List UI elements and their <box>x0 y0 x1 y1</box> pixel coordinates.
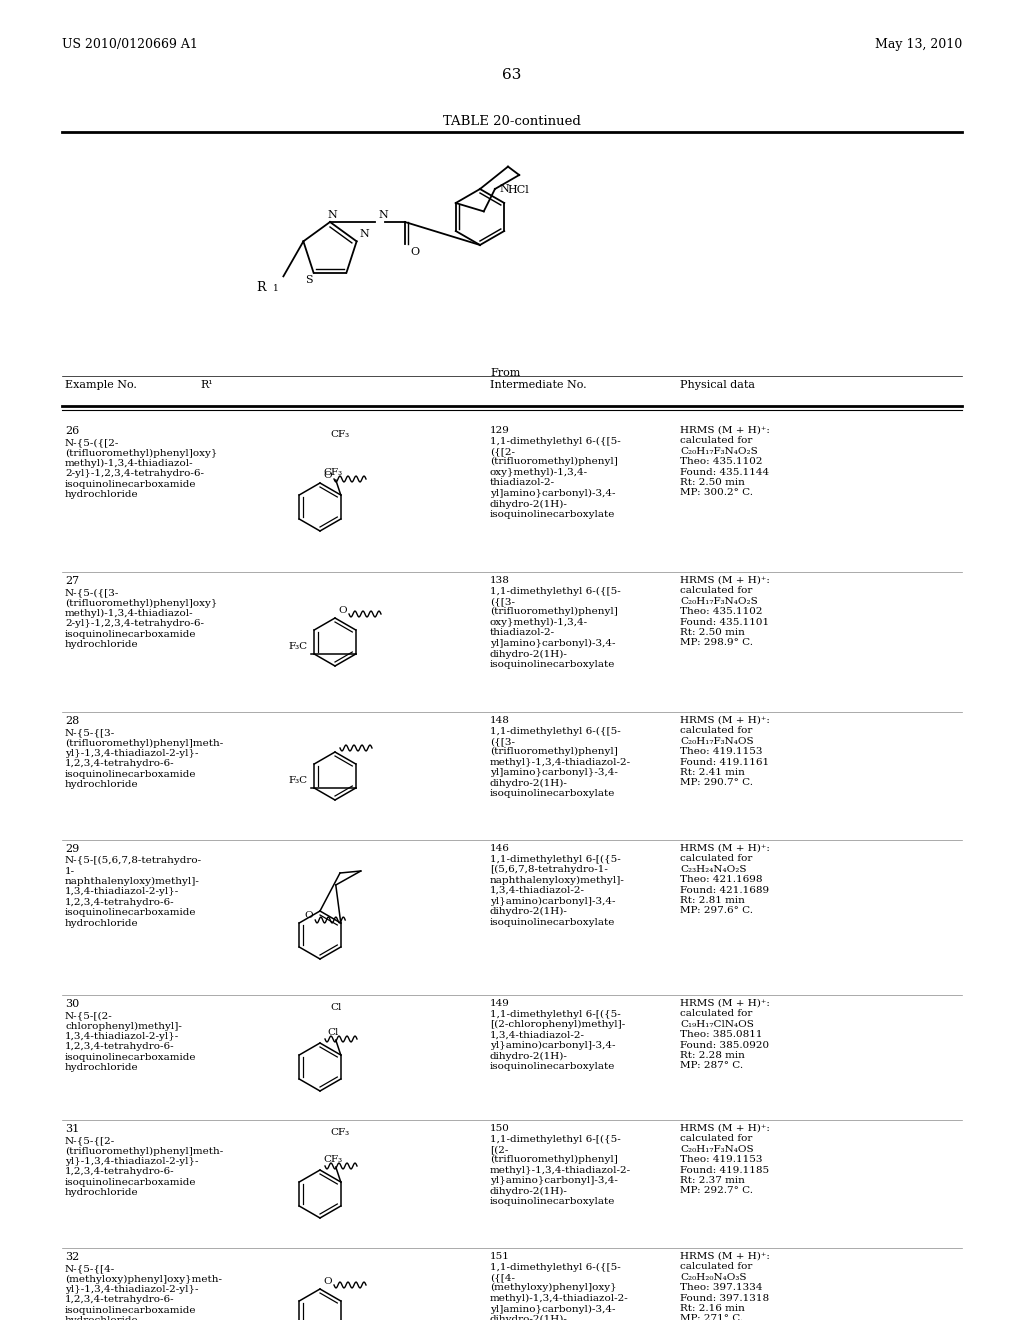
Text: Physical data: Physical data <box>680 380 755 389</box>
Text: CF₃: CF₃ <box>324 469 342 477</box>
Text: S: S <box>305 275 312 285</box>
Text: N-{5-[(5,6,7,8-tetrahydro-
1-
naphthalenyloxy)methyl]-
1,3,4-thiadiazol-2-yl}-
1: N-{5-[(5,6,7,8-tetrahydro- 1- naphthalen… <box>65 855 202 928</box>
Text: CF₃: CF₃ <box>330 430 349 440</box>
Text: N-{5-({[3-
(trifluoromethyl)phenyl]oxy}
methyl)-1,3,4-thiadiazol-
2-yl}-1,2,3,4-: N-{5-({[3- (trifluoromethyl)phenyl]oxy} … <box>65 587 217 649</box>
Text: HRMS (M + H)⁺:
calculated for
C₂₀H₂₀N₄O₃S
Theo: 397.1334
Found: 397.1318
Rt: 2.1: HRMS (M + H)⁺: calculated for C₂₀H₂₀N₄O₃… <box>680 1251 770 1320</box>
Text: 146
1,1-dimethylethyl 6-[({5-
[(5,6,7,8-tetrahydro-1-
naphthalenyloxy)methyl]-
1: 146 1,1-dimethylethyl 6-[({5- [(5,6,7,8-… <box>490 843 625 927</box>
Text: O: O <box>323 471 332 480</box>
Text: Cl: Cl <box>327 1028 339 1038</box>
Text: 26: 26 <box>65 426 79 436</box>
Text: HRMS (M + H)⁺:
calculated for
C₂₃H₂₄N₄O₂S
Theo: 421.1698
Found: 421.1689
Rt: 2.8: HRMS (M + H)⁺: calculated for C₂₃H₂₄N₄O₂… <box>680 843 770 915</box>
Text: HRMS (M + H)⁺:
calculated for
C₂₀H₁₇F₃N₄O₂S
Theo: 435.1102
Found: 435.1144
Rt: 2: HRMS (M + H)⁺: calculated for C₂₀H₁₇F₃N₄… <box>680 426 770 498</box>
Text: HCl: HCl <box>507 185 528 195</box>
Text: 28: 28 <box>65 715 79 726</box>
Text: F₃C: F₃C <box>289 776 308 785</box>
Text: O: O <box>304 911 313 920</box>
Text: N-{5-{[4-
(methyloxy)phenyl]oxy}meth-
yl}-1,3,4-thiadiazol-2-yl}-
1,2,3,4-tetrah: N-{5-{[4- (methyloxy)phenyl]oxy}meth- yl… <box>65 1265 222 1320</box>
Text: 29: 29 <box>65 843 79 854</box>
Text: N-{5-{[3-
(trifluoromethyl)phenyl]meth-
yl}-1,3,4-thiadiazol-2-yl}-
1,2,3,4-tetr: N-{5-{[3- (trifluoromethyl)phenyl]meth- … <box>65 729 223 789</box>
Text: N: N <box>359 230 370 239</box>
Text: O: O <box>323 1276 332 1286</box>
Text: 148
1,1-dimethylethyl 6-({[5-
({[3-
(trifluoromethyl)phenyl]
methyl}-1,3,4-thiad: 148 1,1-dimethylethyl 6-({[5- ({[3- (tri… <box>490 715 631 799</box>
Text: HRMS (M + H)⁺:
calculated for
C₂₀H₁₇F₃N₄O₂S
Theo: 435.1102
Found: 435.1101
Rt: 2: HRMS (M + H)⁺: calculated for C₂₀H₁₇F₃N₄… <box>680 576 770 647</box>
Text: US 2010/0120669 A1: US 2010/0120669 A1 <box>62 38 198 51</box>
Text: 1: 1 <box>273 284 280 293</box>
Text: May 13, 2010: May 13, 2010 <box>874 38 962 51</box>
Text: TABLE 20-continued: TABLE 20-continued <box>443 115 581 128</box>
Text: 129
1,1-dimethylethyl 6-({[5-
({[2-
(trifluoromethyl)phenyl]
oxy}methyl)-1,3,4-
: 129 1,1-dimethylethyl 6-({[5- ({[2- (tri… <box>490 426 621 519</box>
Text: 63: 63 <box>503 69 521 82</box>
Text: 30: 30 <box>65 999 79 1008</box>
Text: O: O <box>338 606 347 615</box>
Text: 31: 31 <box>65 1125 79 1134</box>
Text: 151
1,1-dimethylethyl 6-({[5-
({[4-
(methyloxy)phenyl]oxy}
methyl)-1,3,4-thiadia: 151 1,1-dimethylethyl 6-({[5- ({[4- (met… <box>490 1251 629 1320</box>
Text: 149
1,1-dimethylethyl 6-[({5-
[(2-chlorophenyl)methyl]-
1,3,4-thiadiazol-2-
yl}a: 149 1,1-dimethylethyl 6-[({5- [(2-chloro… <box>490 999 626 1071</box>
Text: HRMS (M + H)⁺:
calculated for
C₂₀H₁₇F₃N₄OS
Theo: 419.1153
Found: 419.1185
Rt: 2.: HRMS (M + H)⁺: calculated for C₂₀H₁₇F₃N₄… <box>680 1125 770 1196</box>
Text: CF₃: CF₃ <box>330 1129 349 1137</box>
Text: HRMS (M + H)⁺:
calculated for
C₁₉H₁₇ClN₄OS
Theo: 385.0811
Found: 385.0920
Rt: 2.: HRMS (M + H)⁺: calculated for C₁₉H₁₇ClN₄… <box>680 999 770 1071</box>
Text: F₃C: F₃C <box>289 642 308 651</box>
Text: 138
1,1-dimethylethyl 6-({[5-
({[3-
(trifluoromethyl)phenyl]
oxy}methyl)-1,3,4-
: 138 1,1-dimethylethyl 6-({[5- ({[3- (tri… <box>490 576 621 669</box>
Text: 150
1,1-dimethylethyl 6-[({5-
[(2-
(trifluoromethyl)phenyl]
methyl}-1,3,4-thiadi: 150 1,1-dimethylethyl 6-[({5- [(2- (trif… <box>490 1125 631 1206</box>
Text: N-{5-[(2-
chlorophenyl)methyl]-
1,3,4-thiadiazol-2-yl}-
1,2,3,4-tetrahydro-6-
is: N-{5-[(2- chlorophenyl)methyl]- 1,3,4-th… <box>65 1011 197 1072</box>
Text: Example No.: Example No. <box>65 380 137 389</box>
Text: N: N <box>378 210 388 220</box>
Text: CF₃: CF₃ <box>324 1155 342 1164</box>
Text: N: N <box>327 210 337 220</box>
Text: N: N <box>500 183 510 194</box>
Text: 32: 32 <box>65 1251 79 1262</box>
Text: HRMS (M + H)⁺:
calculated for
C₂₀H₁₇F₃N₄OS
Theo: 419.1153
Found: 419.1161
Rt: 2.: HRMS (M + H)⁺: calculated for C₂₀H₁₇F₃N₄… <box>680 715 770 788</box>
Text: O: O <box>410 247 419 257</box>
Text: Cl: Cl <box>330 1003 341 1012</box>
Text: R: R <box>256 281 265 294</box>
Text: From
Intermediate No.: From Intermediate No. <box>490 368 587 389</box>
Text: N-{5-{[2-
(trifluoromethyl)phenyl]meth-
yl}-1,3,4-thiadiazol-2-yl}-
1,2,3,4-tetr: N-{5-{[2- (trifluoromethyl)phenyl]meth- … <box>65 1137 223 1197</box>
Text: N-{5-({[2-
(trifluoromethyl)phenyl]oxy}
methyl)-1,3,4-thiadiazol-
2-yl}-1,2,3,4-: N-{5-({[2- (trifluoromethyl)phenyl]oxy} … <box>65 438 217 499</box>
Text: R¹: R¹ <box>200 380 213 389</box>
Text: 27: 27 <box>65 576 79 586</box>
